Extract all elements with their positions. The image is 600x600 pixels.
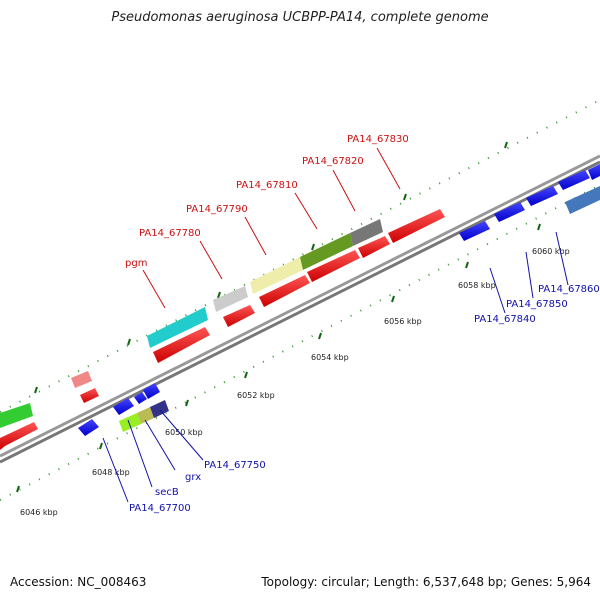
- gene-arrow-blue[interactable]: [459, 221, 490, 241]
- tick-label-6060: 6060 kbp: [532, 247, 570, 256]
- gene-arrow-blue[interactable]: [494, 202, 525, 222]
- gene-arrow-blue[interactable]: [526, 186, 558, 206]
- forward-red-arrows: [0, 209, 445, 450]
- gene-block-yellow[interactable]: [250, 257, 303, 294]
- tick-label-6052: 6052 kbp: [237, 391, 275, 400]
- gene-arrow-red[interactable]: [153, 327, 210, 363]
- reverse-blue-arrows: [78, 164, 600, 436]
- forward-gene-blocks: [0, 219, 383, 428]
- tick-label-6046: 6046 kbp: [20, 508, 58, 517]
- gene-block-olive[interactable]: [300, 233, 353, 270]
- inner-dotted-ring: [0, 184, 600, 501]
- gene-block-steelblue[interactable]: [565, 186, 600, 214]
- gene-block-lime[interactable]: [119, 413, 141, 432]
- accession-text: Accession: NC_008463: [10, 575, 147, 589]
- gene-label-PA14_67830: PA14_67830: [347, 134, 409, 145]
- map-title: Pseudomonas aeruginosa UCBPP-PA14, compl…: [111, 10, 489, 25]
- gene-label-PA14_67850: PA14_67850: [506, 299, 568, 310]
- genome-summary-text: Topology: circular; Length: 6,537,648 bp…: [261, 575, 591, 589]
- gene-block-grey[interactable]: [213, 286, 248, 312]
- gene-label-PA14_67840: PA14_67840: [474, 314, 536, 325]
- outer-tick-marks: [34, 141, 508, 394]
- gene-block-darkgrey[interactable]: [350, 219, 383, 246]
- gene-block-khaki[interactable]: [137, 407, 154, 424]
- tick-label-6048: 6048 kbp: [92, 468, 130, 477]
- gene-arrow-red[interactable]: [223, 305, 255, 327]
- gene-label-PA14_67810: PA14_67810: [236, 180, 298, 191]
- gene-arrow-red[interactable]: [307, 250, 360, 282]
- gene-block-cyan[interactable]: [147, 307, 208, 348]
- gene-arrow-red[interactable]: [358, 236, 390, 258]
- gene-block-pink[interactable]: [71, 371, 92, 388]
- gene-label-PA14_67780: PA14_67780: [139, 228, 201, 239]
- gene-arrow-blue[interactable]: [134, 392, 147, 404]
- scale-tick-marks: [16, 223, 541, 493]
- gene-arrow-blue[interactable]: [558, 170, 590, 190]
- gene-arrow-blue[interactable]: [588, 164, 600, 180]
- tick-label-6058: 6058 kbp: [458, 281, 496, 290]
- gene-label-PA14_67750: PA14_67750: [204, 460, 266, 471]
- gene-arrow-red[interactable]: [80, 388, 99, 403]
- gene-label-PA14_67790: PA14_67790: [186, 204, 248, 215]
- gene-label-PA14_67820: PA14_67820: [302, 156, 364, 167]
- gene-label-PA14_67860: PA14_67860: [538, 284, 600, 295]
- gene-label-secB: secB: [155, 487, 179, 498]
- gene-arrow-blue[interactable]: [78, 419, 99, 436]
- tick-label-6050: 6050 kbp: [165, 428, 203, 437]
- gene-label-grx: grx: [185, 472, 201, 483]
- gene-label-PA14_67700: PA14_67700: [129, 503, 191, 514]
- gene-arrow-blue[interactable]: [113, 398, 134, 415]
- gene-block-green[interactable]: [0, 403, 33, 428]
- tick-label-6054: 6054 kbp: [311, 353, 349, 362]
- gene-arrow-red[interactable]: [259, 275, 310, 307]
- reverse-gene-blocks: [119, 400, 169, 432]
- outer-dotted-ring: [0, 99, 600, 413]
- gene-arrow-red[interactable]: [0, 422, 38, 450]
- gene-label-pgm: pgm: [125, 258, 147, 269]
- backbone-line-outer: [0, 154, 600, 458]
- reverse-label-leaders: [102, 231, 569, 503]
- tick-label-6056: 6056 kbp: [384, 317, 422, 326]
- gene-arrow-blue[interactable]: [143, 383, 160, 399]
- gene-block-navy[interactable]: [150, 400, 169, 418]
- forward-label-leaders: [142, 147, 401, 309]
- gene-arrow-red[interactable]: [388, 209, 445, 243]
